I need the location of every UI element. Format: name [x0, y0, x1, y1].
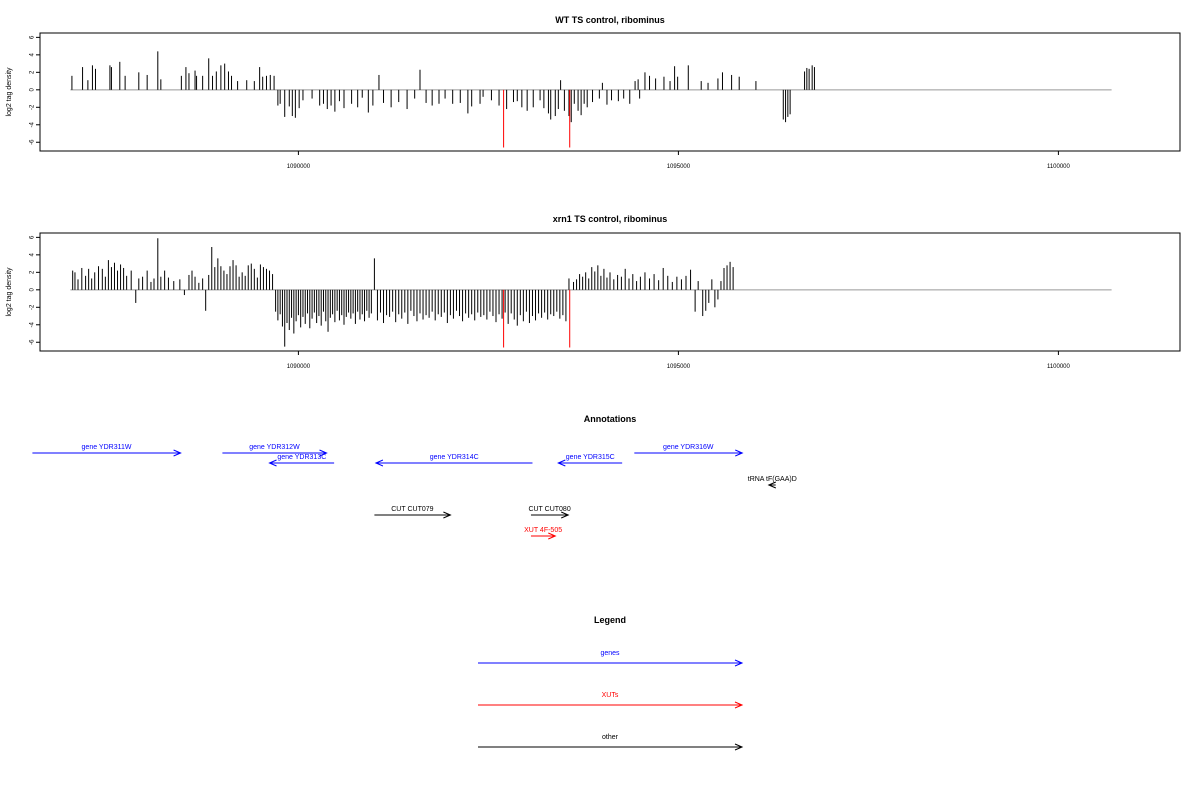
annotation-label: CUT CUT079: [391, 506, 433, 513]
wt-plot-frame: [39, 32, 1181, 152]
arrowhead-icon: [735, 449, 744, 457]
xrn1-x-tick-label: 1100000: [1047, 364, 1071, 370]
wt-x-tick-label: 1100000: [1047, 164, 1071, 170]
annotations-track: Annotations gene YDR311W gene YDR312Wgene…: [32, 414, 797, 540]
arrowhead-icon: [734, 659, 744, 667]
arrowhead-icon: [319, 449, 328, 457]
wt-x-tick-label: 1090000: [287, 164, 311, 170]
annotation-label: gene YDR316W: [663, 444, 714, 451]
wt-y-tick-label: 4: [30, 53, 36, 57]
annotation-label: tRNA tF(GAA)D: [748, 476, 797, 483]
annotation-feature: gene YDR316W: [634, 444, 744, 457]
wt-y-tick-label: -4: [30, 121, 36, 127]
wt-panel-title: WT TS control, ribominus: [555, 15, 665, 25]
xrn1-data-bars: [70, 238, 1112, 348]
arrowhead-icon: [173, 449, 182, 457]
xrn1-panel-title: xrn1 TS control, ribominus: [553, 214, 668, 224]
wt-y-tick-label: -2: [30, 104, 36, 110]
annotation-feature: CUT CUT079: [374, 506, 452, 519]
legend-label: genes: [600, 650, 620, 657]
xrn1-y-tick-label: 2: [30, 270, 36, 274]
annotation-feature: gene YDR314C: [374, 454, 533, 467]
annotation-label: gene YDR315C: [566, 454, 615, 461]
arrowhead-icon: [734, 701, 744, 709]
xrn1-y-axis-label: log2 tag density: [6, 267, 13, 317]
legend: Legend genes XUTs other: [478, 615, 744, 751]
xrn1-y-tick-label: -6: [30, 339, 36, 345]
wt-y-tick-label: -6: [30, 139, 36, 145]
annotation-label: gene YDR311W: [82, 444, 132, 451]
annotations-title: Annotations: [584, 414, 637, 424]
arrowhead-icon: [374, 459, 384, 467]
annotation-label: gene YDR314C: [430, 454, 479, 461]
legend-label: other: [602, 734, 619, 741]
legend-label: XUTs: [602, 692, 619, 699]
xrn1-y-tick-label: 6: [30, 235, 36, 239]
xrn1-x-tick-label: 1095000: [667, 364, 691, 370]
wt-x-tick-label: 1095000: [667, 164, 691, 170]
annotation-feature: XUT 4F-505: [524, 527, 562, 540]
wt-data-bars: [70, 51, 1112, 148]
xrn1-y-tick-label: -2: [30, 304, 36, 310]
xrn1-axes: 6 4 2 0 -2 -4 -6 1090000 1095000 1100000: [30, 235, 1071, 370]
annotation-feature: CUT CUT080: [528, 506, 571, 519]
wt-y-axis-label: log2 tag density: [6, 67, 13, 117]
xrn1-plot-frame: [39, 232, 1181, 352]
wt-panel: WT TS control, ribominus log2 tag densit…: [6, 15, 1181, 170]
arrowhead-icon: [561, 511, 570, 519]
annotation-features: gene YDR311W gene YDR312W gene YDR313C gene…: [32, 444, 797, 540]
xrn1-x-tick-label: 1090000: [287, 364, 311, 370]
wt-y-tick-label: 2: [30, 70, 36, 74]
legend-items: genes XUTs other: [478, 650, 744, 751]
legend-title: Legend: [594, 615, 626, 625]
annotation-feature: gene YDR313C: [268, 454, 335, 467]
annotation-feature: tRNA tF(GAA)D: [748, 476, 797, 489]
xrn1-panel: xrn1 TS control, ribominus log2 tag dens…: [6, 214, 1181, 370]
arrowhead-icon: [734, 743, 744, 751]
arrowhead-icon: [548, 532, 557, 540]
legend-item: XUTs: [478, 692, 744, 709]
annotation-label: gene YDR313C: [277, 454, 326, 461]
xrn1-y-tick-label: 4: [30, 253, 36, 257]
wt-axes: 6 4 2 0 -2 -4 -6 1090000 1095000 1100000: [30, 35, 1071, 170]
xrn1-y-tick-label: 0: [30, 287, 36, 291]
legend-item: other: [478, 734, 744, 751]
arrowhead-icon: [443, 511, 452, 519]
annotation-feature: gene YDR312W: [222, 444, 328, 457]
annotation-feature: gene YDR315C: [557, 454, 623, 467]
annotation-feature: gene YDR311W: [32, 444, 182, 457]
arrowhead-icon: [767, 481, 777, 489]
annotation-label: gene YDR312W: [249, 444, 300, 451]
wt-y-tick-label: 6: [30, 35, 36, 39]
arrowhead-icon: [268, 459, 277, 467]
wt-y-tick-label: 0: [30, 87, 36, 91]
legend-item: genes: [478, 650, 744, 667]
annotation-label: XUT 4F-505: [524, 527, 562, 534]
annotation-label: CUT CUT080: [528, 506, 570, 513]
xrn1-y-tick-label: -4: [30, 321, 36, 327]
arrowhead-icon: [557, 459, 566, 467]
